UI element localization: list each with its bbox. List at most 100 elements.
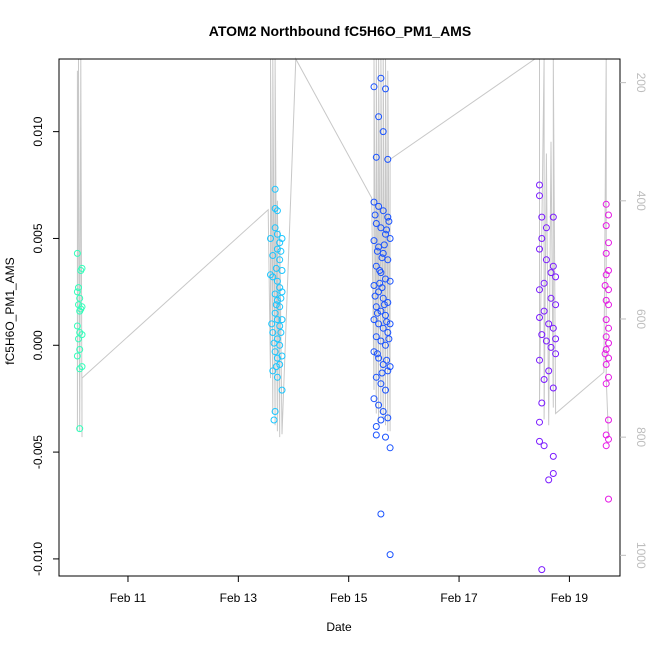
data-point: [545, 476, 553, 484]
data-point: [372, 303, 380, 311]
data-point: [273, 316, 281, 324]
data-point: [383, 318, 391, 326]
data-point: [75, 284, 82, 292]
data-point: [273, 230, 281, 238]
data-point: [386, 277, 394, 285]
data-point: [379, 207, 387, 215]
axes-group: Feb 11 Feb 13 Feb 15 Feb 17 Feb 19 -0.010 -0.0…: [31, 58, 648, 605]
data-point: [277, 329, 285, 336]
data-point: [372, 262, 380, 270]
data-point: [76, 425, 84, 433]
data-point: [372, 423, 380, 430]
data-point: [273, 335, 281, 343]
right-y-tick-label: 600: [634, 309, 648, 329]
x-tick-label: Feb 17: [440, 591, 478, 605]
data-point: [372, 431, 380, 439]
overlay-line: [76, 57, 609, 438]
data-point: [375, 401, 383, 409]
right-y-tick-label: 1000: [634, 542, 648, 569]
data-point: [536, 418, 543, 426]
data-point: [605, 239, 612, 247]
data-point: [270, 416, 278, 424]
data-point: [605, 354, 612, 362]
data-point: [377, 337, 385, 345]
data-point: [545, 320, 553, 328]
data-point: [552, 335, 560, 343]
data-point: [602, 316, 610, 324]
data-point: [384, 299, 392, 306]
data-point: [379, 324, 387, 332]
data-point: [271, 205, 279, 212]
data-point: [277, 294, 285, 302]
data-point: [278, 316, 286, 324]
data-point: [380, 241, 388, 249]
x-tick-label: Feb 19: [551, 591, 589, 605]
data-point: [276, 322, 284, 330]
data-point: [383, 226, 391, 234]
data-point: [76, 365, 84, 373]
data-point: [278, 386, 286, 394]
data-point: [552, 301, 560, 309]
data-point: [271, 408, 279, 415]
data-point: [602, 333, 610, 341]
y-tick-label: 0.000: [31, 330, 45, 360]
right-y-tick-label: 800: [634, 427, 648, 447]
data-point: [376, 267, 384, 274]
data-point: [602, 249, 610, 257]
y-axis-label: fC5H6O_PM1_AMS: [3, 257, 17, 364]
right-y-tick-label: 200: [634, 73, 648, 93]
data-point: [372, 333, 380, 341]
data-point: [75, 335, 82, 343]
data-point: [549, 452, 557, 460]
data-point: [73, 249, 81, 257]
data-point: [370, 237, 378, 245]
data-point: [605, 416, 612, 424]
data-point: [538, 331, 546, 339]
data-point: [269, 252, 277, 259]
data-point: [540, 376, 548, 383]
data-point: [276, 303, 284, 311]
data-point: [379, 361, 387, 368]
data-point: [549, 324, 557, 332]
data-point: [538, 213, 546, 221]
data-point: [540, 442, 548, 450]
data-point: [605, 301, 612, 309]
data-point: [385, 335, 393, 343]
data-point: [278, 235, 286, 242]
data-point: [383, 356, 391, 364]
data-point: [601, 282, 609, 289]
data-point: [536, 356, 543, 364]
data-point: [386, 363, 394, 371]
data-point: [273, 277, 281, 285]
data-point: [379, 249, 387, 257]
data-point: [273, 296, 281, 304]
x-tick-label: Feb 13: [220, 591, 258, 605]
data-point: [538, 566, 546, 574]
data-point: [277, 247, 285, 255]
y-tick-label: -0.010: [31, 542, 45, 576]
data-point: [382, 311, 389, 319]
data-point: [78, 264, 86, 272]
data-point: [267, 271, 274, 279]
data-point: [271, 185, 279, 193]
data-point: [536, 181, 543, 189]
chart-title: ATOM2 Northbound fC5H6O_PM1_AMS: [209, 23, 471, 39]
data-point: [268, 320, 276, 328]
x-axis-label: Date: [326, 620, 352, 634]
data-point: [386, 444, 394, 452]
data-point: [272, 264, 280, 272]
data-point: [373, 247, 381, 255]
data-point: [370, 395, 378, 403]
data-point: [377, 307, 385, 315]
data-point: [549, 262, 557, 270]
data-point: [376, 279, 384, 287]
data-point: [271, 290, 279, 298]
data-point: [372, 153, 380, 161]
data-point: [379, 408, 387, 415]
data-point: [375, 354, 383, 362]
data-point: [73, 322, 81, 330]
data-point: [542, 224, 550, 232]
data-point: [272, 301, 280, 309]
data-point: [271, 309, 279, 317]
data-point: [384, 155, 392, 163]
